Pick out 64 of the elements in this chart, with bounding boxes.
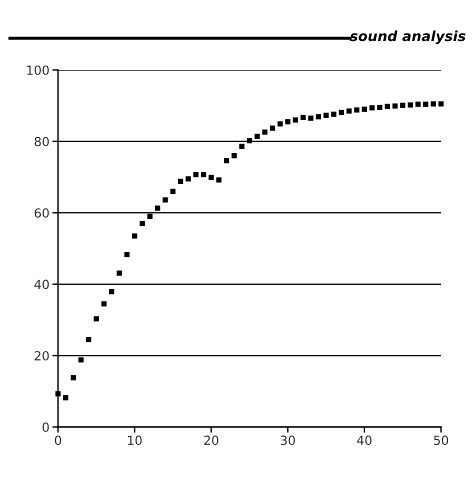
point [55, 391, 61, 396]
point [170, 188, 176, 194]
point [246, 138, 252, 144]
point [423, 102, 428, 107]
point [63, 395, 68, 400]
point [369, 105, 375, 110]
point [300, 114, 306, 120]
x-tick-label: 40 [357, 436, 372, 446]
point [415, 102, 421, 107]
point [316, 114, 322, 120]
point [384, 104, 390, 109]
point [377, 104, 382, 110]
x-tick-label: 20 [204, 436, 218, 446]
x-tick-label: 10 [128, 436, 142, 446]
point [94, 316, 99, 322]
point [124, 252, 130, 258]
point [354, 107, 360, 113]
y-tick-label: 80 [34, 136, 49, 146]
point [285, 119, 290, 124]
x-tick-label: 0 [54, 436, 62, 446]
point [346, 108, 352, 114]
point [178, 178, 184, 184]
point [208, 174, 214, 180]
point [147, 214, 153, 219]
point [70, 375, 76, 380]
point [239, 144, 244, 149]
point [116, 270, 122, 276]
point [438, 101, 444, 106]
point [200, 172, 206, 178]
y-tick-label: 20 [34, 351, 49, 361]
chart-title: sound analysis [350, 30, 466, 44]
y-tick-label: 0 [42, 422, 49, 432]
point [232, 153, 237, 158]
point [86, 336, 92, 342]
point [109, 289, 114, 294]
point [362, 106, 368, 112]
y-tick-label: 60 [34, 208, 49, 218]
point [278, 121, 283, 126]
point [132, 233, 138, 239]
point [392, 103, 398, 109]
point [270, 126, 276, 131]
point [400, 102, 406, 108]
point [193, 172, 198, 178]
point [324, 112, 329, 118]
y-tick-label: 100 [27, 65, 49, 75]
point [224, 158, 230, 164]
point [292, 117, 298, 123]
point [101, 301, 107, 306]
point [154, 206, 160, 211]
point [216, 177, 222, 183]
point [140, 220, 145, 226]
x-tick-label: 30 [280, 436, 295, 446]
point [338, 110, 344, 116]
point [331, 112, 336, 117]
point [78, 357, 84, 362]
point [254, 134, 260, 139]
x-tick-label: 50 [434, 436, 448, 446]
point [408, 102, 413, 108]
point [308, 116, 314, 121]
point [186, 176, 191, 182]
y-tick-label: 40 [34, 280, 49, 290]
point [430, 101, 436, 106]
point [262, 130, 268, 135]
point [162, 197, 168, 203]
